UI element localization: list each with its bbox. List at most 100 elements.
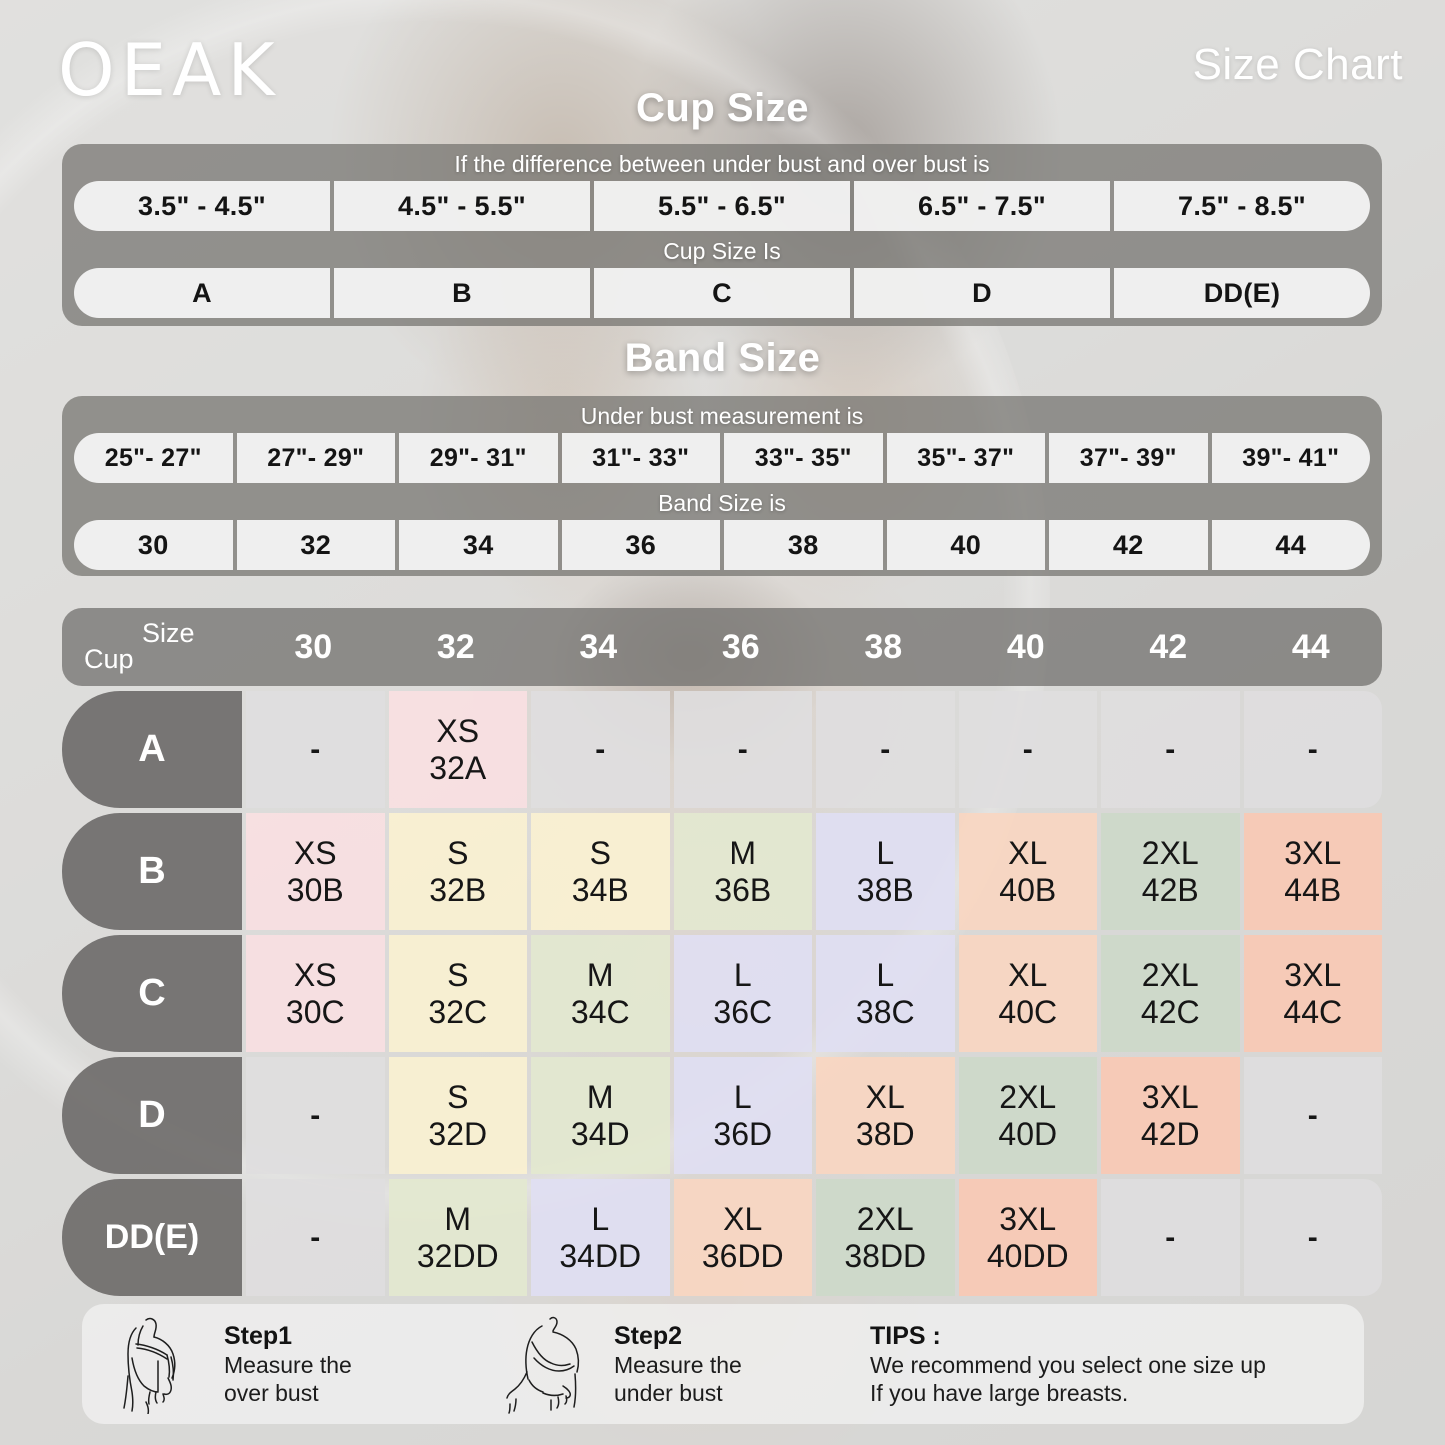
cell-size-label: 2XL [856, 1200, 914, 1237]
band-range-cell-5: 35"- 37" [886, 433, 1045, 483]
band-value-cell-3: 36 [561, 520, 720, 570]
band-range-cell-2: 29"- 31" [399, 433, 558, 483]
cup-range-row: 3.5" - 4.5" 4.5" - 5.5" 5.5" - 6.5" 6.5" - … [62, 181, 1382, 231]
step-2-text: Step2 Measure the under bust [608, 1321, 742, 1407]
matrix-cell-B-42: 2XL 42B [1101, 813, 1240, 930]
matrix-row-DD(E): DD(E) - M 32DD L 34DD XL 36DD 2XL 38DD 3XL 40DD - - [62, 1179, 1382, 1296]
cell-empty-dash: - [595, 733, 606, 766]
matrix-cup-label-C: C [62, 935, 242, 1052]
cell-code-label: 36D [713, 1115, 773, 1152]
cell-size-label: M [586, 956, 614, 993]
cup-size-caption-mid: Cup Size Is [663, 238, 781, 264]
cell-code-label: 32D [428, 1115, 488, 1152]
matrix-cell-DD(E)-30: - [246, 1179, 385, 1296]
cup-value-cell-3: D [854, 268, 1110, 318]
cell-empty-dash: - [1307, 1221, 1318, 1254]
matrix-cell-D-44: - [1243, 1057, 1382, 1174]
matrix-cell-DD(E)-34: L 34DD [531, 1179, 670, 1296]
matrix-band-header-40: 40 [1006, 627, 1045, 666]
matrix-band-header-30: 30 [294, 627, 333, 666]
matrix-body: A - XS 32A - - - - - - B XS 30B S 32B S 34B M 36B L 38B XL 40B… [62, 691, 1382, 1296]
matrix-cell-D-36: L 36D [673, 1057, 812, 1174]
step-1-title: Step1 [224, 1322, 293, 1350]
cell-empty-dash: - [310, 733, 321, 766]
matrix-header-row: Size Cup 30 32 34 36 38 40 42 44 [62, 608, 1382, 686]
cell-size-label: L [733, 956, 752, 993]
cup-size-caption-top: If the difference between under bust and… [454, 151, 990, 177]
cell-size-label: M [729, 834, 757, 871]
cell-size-label: S [447, 1078, 469, 1115]
matrix-band-header-38: 38 [864, 627, 903, 666]
matrix-cell-DD(E)-32: M 32DD [388, 1179, 527, 1296]
cell-code-label: 36DD [701, 1237, 784, 1274]
band-size-heading: Band Size [624, 336, 821, 380]
cell-empty-dash: - [880, 733, 891, 766]
cell-code-label: 32DD [416, 1237, 499, 1274]
matrix-cell-B-40: XL 40B [958, 813, 1097, 930]
cell-code-label: 34DD [559, 1237, 642, 1274]
cell-size-label: 2XL [1141, 956, 1199, 993]
cell-size-label: S [447, 956, 469, 993]
cup-range-cell-2: 5.5" - 6.5" [594, 181, 850, 231]
step-1-line1: Measure the [224, 1352, 352, 1378]
matrix-cup-label-A: A [62, 691, 242, 808]
cell-code-label: 40DD [986, 1237, 1069, 1274]
torso-under-bust-measure-icon [496, 1314, 608, 1414]
step-2: Step2 Measure the under bust [496, 1304, 846, 1424]
matrix-cell-B-36: M 36B [673, 813, 812, 930]
cup-range-cell-3: 6.5" - 7.5" [854, 181, 1110, 231]
matrix-band-header-34: 34 [579, 627, 618, 666]
matrix-cell-B-34: S 34B [531, 813, 670, 930]
matrix-cell-A-42: - [1101, 691, 1240, 808]
band-range-cell-7: 39"- 41" [1211, 433, 1370, 483]
band-value-cell-7: 44 [1211, 520, 1370, 570]
band-range-cell-3: 31"- 33" [561, 433, 720, 483]
cell-empty-dash: - [1307, 733, 1318, 766]
matrix-cell-C-38: L 38C [816, 935, 955, 1052]
matrix-cup-label-D: D [62, 1057, 242, 1174]
matrix-cell-D-38: XL 38D [816, 1057, 955, 1174]
cup-value-cell-0: A [74, 268, 330, 318]
cell-code-label: 42C [1140, 993, 1200, 1030]
cell-size-label: 2XL [1141, 834, 1199, 871]
matrix-cup-label-B: B [62, 813, 242, 930]
matrix-corner-cell: Size Cup [62, 608, 242, 686]
cell-size-label: M [586, 1078, 614, 1115]
band-value-cell-4: 38 [724, 520, 883, 570]
cell-code-label: 40D [998, 1115, 1058, 1152]
matrix-cell-A-32: XS 32A [388, 691, 527, 808]
band-value-cell-1: 32 [236, 520, 395, 570]
cell-code-label: 34C [570, 993, 630, 1030]
matrix-cell-B-30: XS 30B [246, 813, 385, 930]
matrix-corner-cup-label: Cup [84, 644, 134, 674]
matrix-cell-D-34: M 34D [531, 1057, 670, 1174]
cell-code-label: 34D [570, 1115, 630, 1152]
cell-empty-dash: - [1022, 733, 1033, 766]
cell-size-label: 2XL [999, 1078, 1057, 1115]
matrix-cell-D-42: 3XL 42D [1101, 1057, 1240, 1174]
matrix-cell-A-38: - [816, 691, 955, 808]
cell-size-label: XL [865, 1078, 905, 1115]
band-range-cell-4: 33"- 35" [724, 433, 883, 483]
cell-code-label: 40C [998, 993, 1058, 1030]
tips-block: TIPS : We recommend you select one size … [864, 1304, 1266, 1424]
cell-code-label: 30B [286, 871, 344, 908]
matrix-band-header-42: 42 [1149, 627, 1188, 666]
tips-line1: We recommend you select one size up [870, 1352, 1266, 1378]
cup-range-cell-0: 3.5" - 4.5" [74, 181, 330, 231]
cell-code-label: 30C [285, 993, 345, 1030]
matrix-corner-size-label: Size [142, 618, 195, 648]
cell-size-label: M [444, 1200, 472, 1237]
cell-empty-dash: - [1165, 1221, 1176, 1254]
matrix-cell-C-40: XL 40C [958, 935, 1097, 1052]
matrix-band-header-36: 36 [721, 627, 760, 666]
cup-size-panel: If the difference between under bust and… [62, 144, 1382, 326]
cell-code-label: 32B [429, 871, 487, 908]
brand-logo: OEAK [58, 28, 281, 112]
cell-size-label: L [876, 834, 895, 871]
cell-size-label: L [876, 956, 895, 993]
matrix-cell-D-30: - [246, 1057, 385, 1174]
cell-size-label: L [733, 1078, 752, 1115]
cell-code-label: 42D [1140, 1115, 1200, 1152]
band-value-cell-5: 40 [886, 520, 1045, 570]
